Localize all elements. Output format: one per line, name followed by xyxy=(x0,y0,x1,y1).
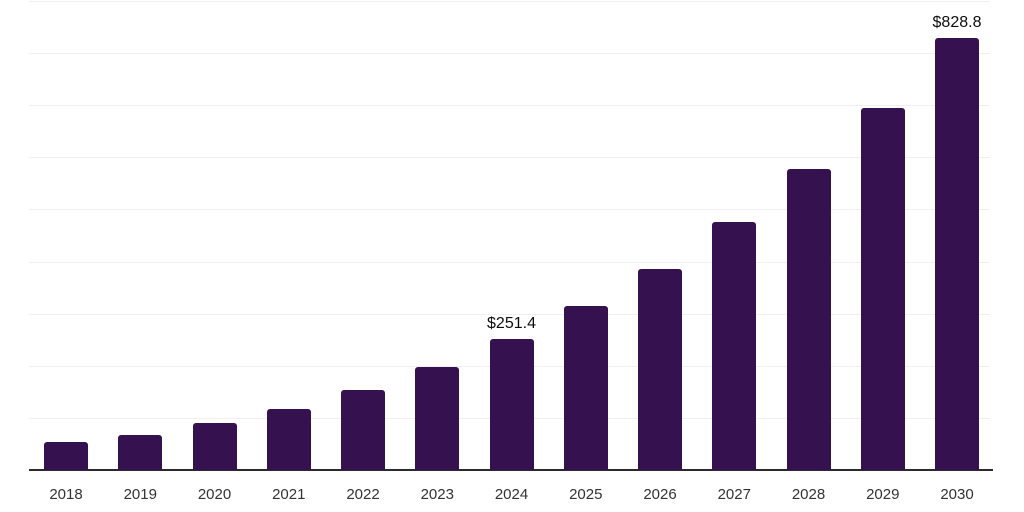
gridline xyxy=(29,1,990,2)
bar-2025 xyxy=(563,306,608,470)
x-tick-label-2028: 2028 xyxy=(791,486,826,503)
bar-2028 xyxy=(786,169,831,470)
bar-2027 xyxy=(712,221,757,470)
x-tick-label-2019: 2019 xyxy=(123,486,157,503)
value-label-2024: $251.4 xyxy=(487,314,536,332)
bar-2021 xyxy=(266,408,311,470)
value-label-2030: $828.8 xyxy=(932,14,982,32)
bar-2029 xyxy=(860,107,905,470)
x-tick-label-2020: 2020 xyxy=(197,486,232,503)
bar-2023 xyxy=(415,366,460,470)
x-tick-label-2022: 2022 xyxy=(346,486,380,503)
x-tick-label-2024: 2024 xyxy=(494,486,529,503)
x-tick-label-2026: 2026 xyxy=(643,486,677,503)
gridline xyxy=(29,209,990,211)
gridline xyxy=(29,105,990,107)
gridline xyxy=(29,53,990,55)
x-tick-label-2025: 2025 xyxy=(569,486,603,503)
gridline xyxy=(29,261,990,263)
bar-2018 xyxy=(44,441,88,470)
x-tick-label-2027: 2027 xyxy=(717,486,751,503)
bar-2024 xyxy=(489,338,534,470)
x-axis-line xyxy=(29,469,993,471)
bar-2020 xyxy=(192,423,237,470)
bar-2030 xyxy=(935,38,979,470)
x-tick-label-2023: 2023 xyxy=(420,486,454,503)
x-tick-label-2030: 2030 xyxy=(940,486,974,503)
x-tick-label-2018: 2018 xyxy=(49,486,83,503)
bar-2022 xyxy=(341,390,385,470)
x-tick-label-2029: 2029 xyxy=(866,486,900,503)
x-tick-label-2021: 2021 xyxy=(272,486,306,503)
bar-2026 xyxy=(638,268,682,470)
gridline xyxy=(29,157,990,159)
bar-2019 xyxy=(118,434,163,470)
